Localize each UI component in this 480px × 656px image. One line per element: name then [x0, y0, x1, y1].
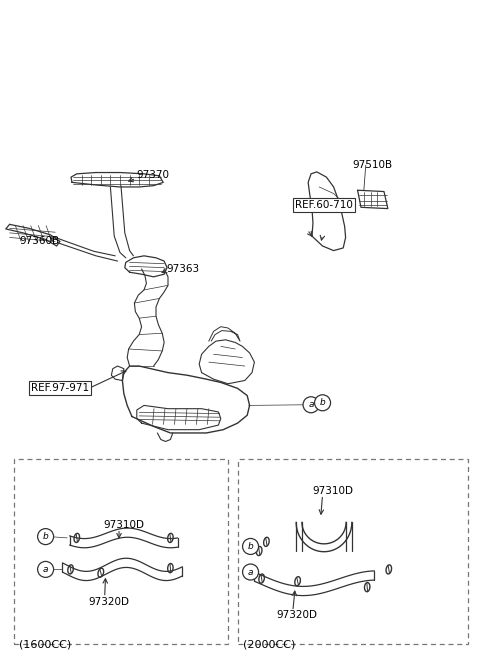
Text: 97320D: 97320D: [89, 597, 130, 607]
Text: 97360B: 97360B: [19, 236, 60, 247]
Text: 97320D: 97320D: [276, 610, 317, 621]
Circle shape: [314, 395, 331, 411]
Text: a: a: [308, 400, 314, 409]
Text: 97310D: 97310D: [312, 485, 353, 496]
Text: (2000CC): (2000CC): [242, 639, 295, 649]
Circle shape: [242, 539, 259, 554]
Text: 97363: 97363: [167, 264, 200, 274]
Text: b: b: [43, 532, 48, 541]
Text: REF.60-710: REF.60-710: [295, 200, 353, 211]
Bar: [238, 459, 468, 644]
Text: 97310D: 97310D: [103, 520, 144, 530]
Text: a: a: [43, 565, 48, 574]
Text: REF.97-971: REF.97-971: [31, 383, 89, 394]
Circle shape: [303, 397, 319, 413]
Text: a: a: [248, 567, 253, 577]
Text: 97510B: 97510B: [353, 160, 393, 171]
Text: b: b: [320, 398, 325, 407]
Text: 97370: 97370: [137, 170, 170, 180]
Circle shape: [37, 562, 54, 577]
Circle shape: [242, 564, 259, 580]
Text: (1600CC): (1600CC): [19, 639, 72, 649]
Text: b: b: [248, 542, 253, 551]
Bar: [14, 459, 228, 644]
Circle shape: [37, 529, 54, 544]
